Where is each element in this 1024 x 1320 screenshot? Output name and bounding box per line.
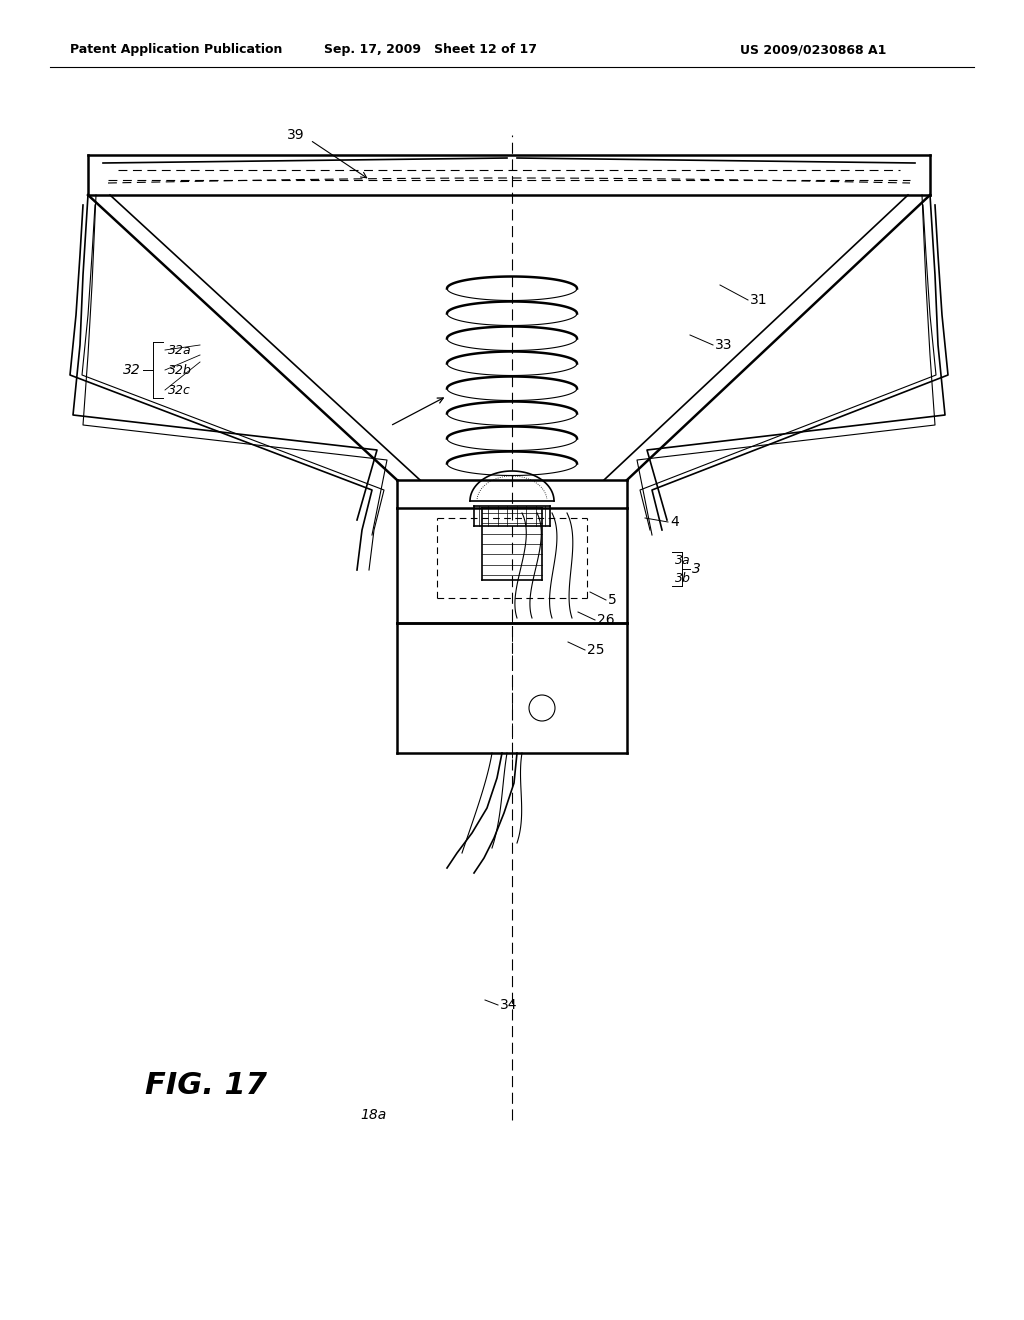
Text: 3: 3 <box>692 562 700 576</box>
Text: 26: 26 <box>597 612 614 627</box>
Text: 34: 34 <box>500 998 517 1012</box>
Text: 32b: 32b <box>168 363 191 376</box>
Text: Patent Application Publication: Patent Application Publication <box>70 44 283 57</box>
Text: 32c: 32c <box>168 384 190 396</box>
Text: FIG. 17: FIG. 17 <box>145 1071 267 1100</box>
Text: 32a: 32a <box>168 343 191 356</box>
Text: 33: 33 <box>715 338 732 352</box>
Text: 25: 25 <box>587 643 604 657</box>
Text: 4: 4 <box>670 515 679 529</box>
Text: 31: 31 <box>750 293 768 308</box>
Text: Sep. 17, 2009   Sheet 12 of 17: Sep. 17, 2009 Sheet 12 of 17 <box>324 44 537 57</box>
Text: 5: 5 <box>608 593 616 607</box>
Text: 39: 39 <box>288 128 305 143</box>
Text: US 2009/0230868 A1: US 2009/0230868 A1 <box>740 44 887 57</box>
Text: 32: 32 <box>123 363 141 378</box>
Text: 3a: 3a <box>675 553 690 566</box>
Text: 18a: 18a <box>360 1107 386 1122</box>
Text: 3b: 3b <box>675 572 691 585</box>
